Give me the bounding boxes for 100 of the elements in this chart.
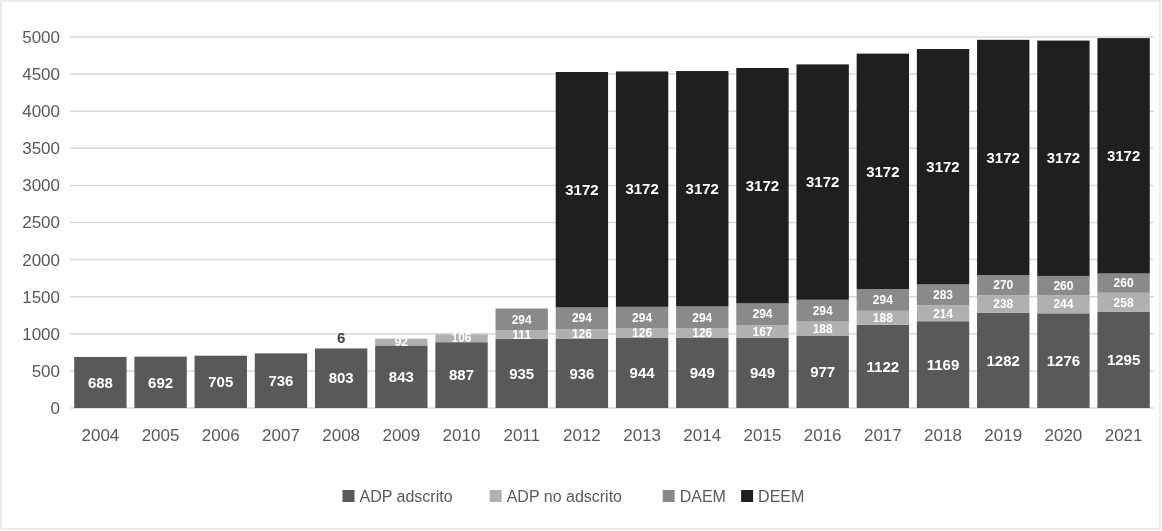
bar: [375, 345, 428, 408]
data-label: 260: [1113, 276, 1134, 291]
data-label: 944: [629, 364, 656, 382]
data-label: 3172: [625, 180, 659, 198]
x-tick-label: 2007: [262, 426, 300, 445]
bar: [74, 356, 127, 408]
data-label: 294: [692, 310, 713, 325]
y-tick-label: 5000: [22, 27, 60, 47]
bar: [1037, 313, 1090, 408]
data-label: 736: [268, 371, 294, 389]
bar: [134, 356, 187, 408]
data-label: 843: [388, 367, 414, 385]
x-tick-label: 2019: [984, 426, 1023, 445]
bar: [856, 324, 910, 408]
data-label: 294: [752, 307, 773, 322]
data-label: 126: [571, 327, 593, 342]
data-label: 294: [571, 311, 593, 326]
bar: [796, 299, 849, 322]
bar: [555, 72, 609, 308]
data-label: 3172: [565, 180, 599, 198]
bar: [796, 335, 849, 408]
bar: [314, 348, 368, 408]
data-label: 3172: [866, 162, 900, 180]
x-tick-label: 2006: [201, 426, 240, 445]
data-label: 887: [449, 366, 475, 384]
data-label: 294: [632, 310, 653, 325]
data-label: 6: [336, 329, 346, 347]
bar: [194, 355, 247, 408]
data-label: 688: [87, 373, 113, 391]
data-label: 705: [208, 373, 234, 391]
bar: [736, 337, 789, 408]
x-tick-label: 2021: [1104, 426, 1143, 445]
x-tick-label: 2018: [924, 426, 962, 445]
data-label: 167: [752, 324, 773, 339]
data-label: 294: [812, 303, 833, 318]
bar: [796, 64, 849, 300]
bar: [555, 338, 609, 408]
data-label: 126: [692, 326, 713, 341]
bar: [495, 338, 548, 408]
legend-label: DEEM: [758, 487, 805, 505]
data-label: 294: [872, 293, 894, 308]
y-tick-label: 0: [50, 398, 60, 418]
data-label: 283: [933, 288, 954, 303]
data-label: 936: [569, 364, 595, 382]
data-label: 126: [632, 326, 653, 341]
bar: [916, 321, 970, 408]
data-label: 294: [511, 312, 533, 327]
y-tick-label: 3500: [22, 139, 60, 159]
x-tick-label: 2017: [863, 426, 902, 445]
data-label: 949: [689, 364, 715, 382]
data-label: 1276: [1046, 351, 1081, 369]
x-tick-label: 2012: [562, 426, 601, 445]
y-tick-label: 4000: [22, 102, 60, 122]
data-label: 3172: [805, 173, 840, 191]
data-label: 188: [872, 310, 894, 325]
data-label: 188: [812, 321, 833, 336]
data-label: 977: [810, 363, 836, 380]
y-tick-label: 1500: [22, 287, 60, 307]
x-tick-label: 2013: [623, 426, 662, 445]
y-tick-label: 4500: [22, 65, 60, 85]
x-tick-label: 2014: [683, 426, 722, 445]
bar: [435, 342, 488, 408]
bar: [1037, 40, 1090, 276]
x-tick-label: 2009: [382, 426, 421, 445]
bar: [736, 68, 789, 304]
data-label: 3172: [685, 179, 719, 197]
bar: [615, 337, 669, 408]
data-label: 3172: [926, 157, 960, 175]
data-label: 1282: [986, 351, 1020, 369]
data-label: 3172: [1106, 147, 1141, 165]
bar: [856, 53, 910, 289]
legend-label: ADP adscrito: [359, 487, 453, 505]
y-tick-label: 2000: [22, 250, 60, 270]
x-tick-label: 2011: [503, 426, 540, 445]
data-label: 692: [148, 373, 174, 391]
bar: [916, 49, 970, 285]
bar: [977, 39, 1030, 276]
x-tick-label: 2020: [1044, 426, 1083, 445]
x-tick-label: 2010: [442, 426, 481, 445]
data-label: 106: [451, 331, 472, 346]
x-tick-label: 2004: [81, 426, 120, 445]
data-label: 1295: [1106, 351, 1141, 369]
data-label: 3172: [986, 148, 1020, 166]
bar: [615, 71, 669, 307]
data-label: 238: [993, 297, 1014, 312]
data-label: 270: [993, 278, 1014, 293]
x-tick-label: 2016: [803, 426, 842, 445]
bar: [676, 71, 729, 307]
data-label: 803: [328, 369, 354, 387]
x-tick-label: 2015: [743, 426, 782, 445]
bar: [254, 353, 308, 408]
legend-label: DAEM: [679, 487, 726, 505]
data-label: 244: [1053, 297, 1074, 312]
bar: [676, 337, 729, 408]
bar: [1097, 38, 1150, 274]
data-label: 949: [749, 364, 775, 382]
y-tick-label: 1000: [22, 324, 60, 344]
data-label: 260: [1053, 278, 1074, 293]
y-tick-label: 3000: [22, 176, 60, 196]
data-label: 1169: [926, 355, 960, 373]
